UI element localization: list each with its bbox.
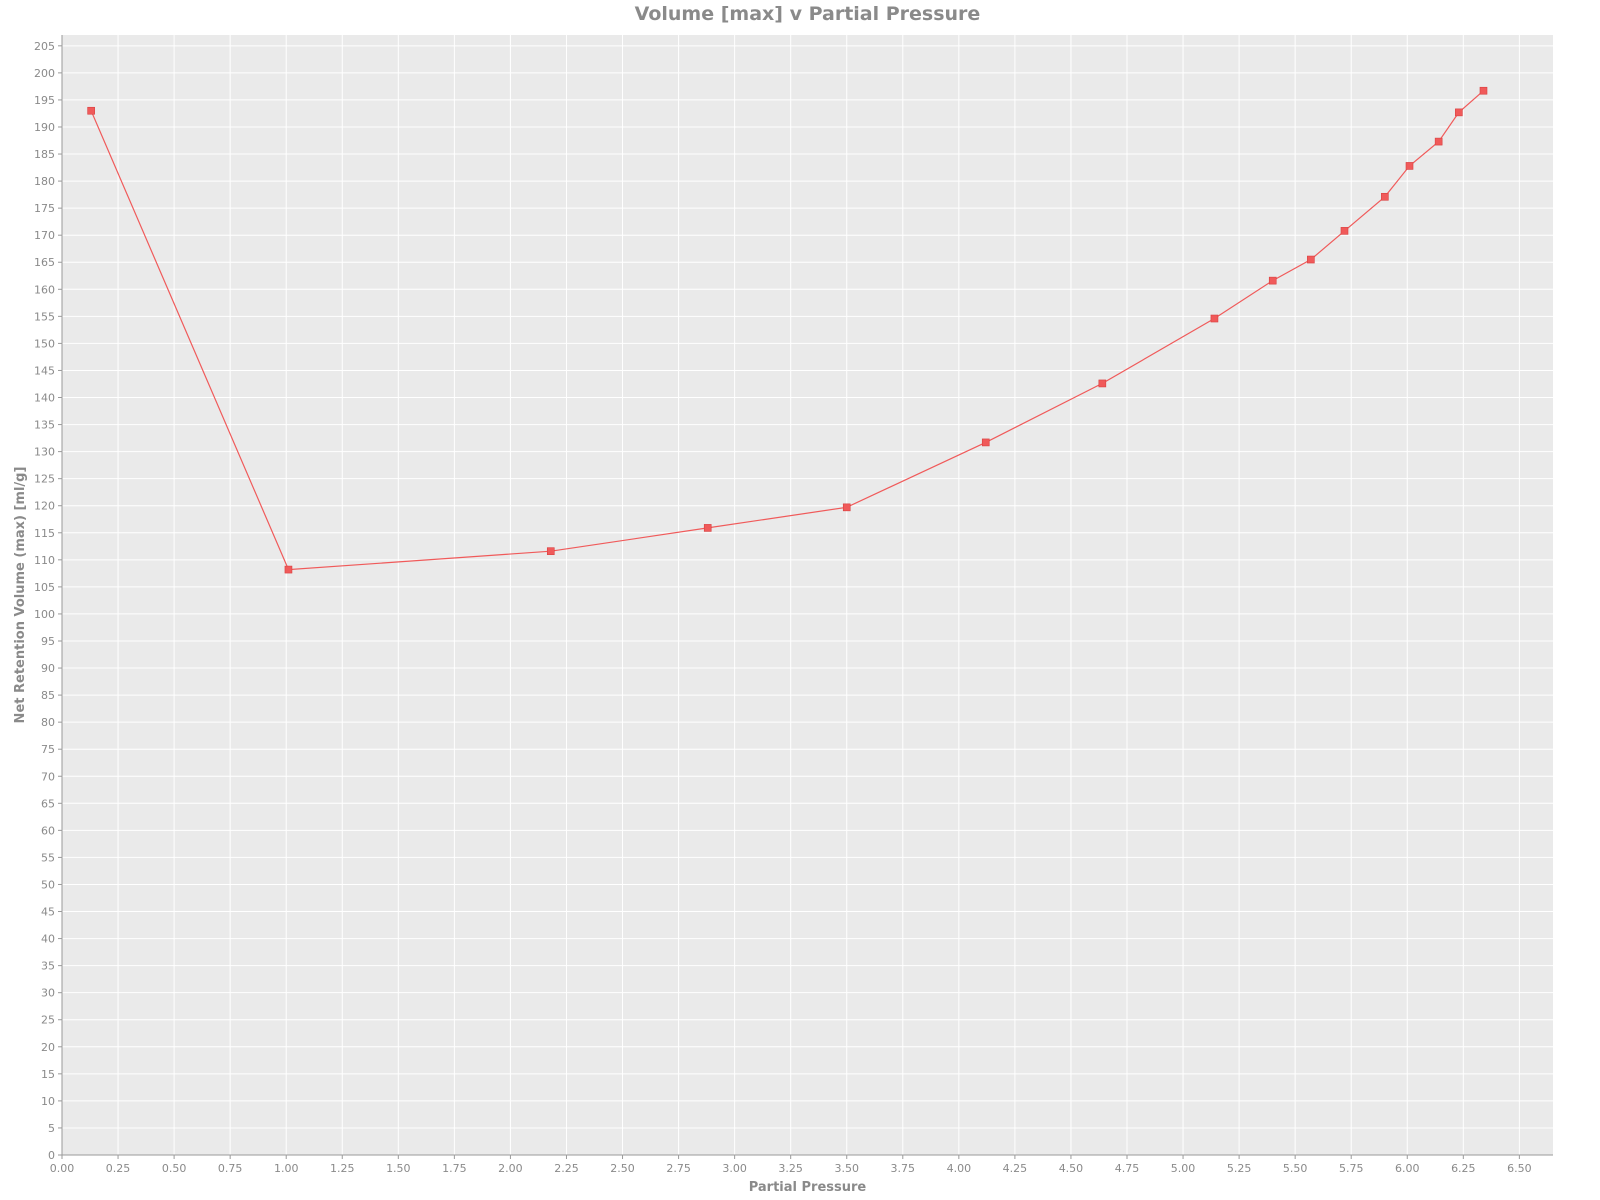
data-point (1268, 276, 1277, 285)
y-tick-label: 100 (34, 608, 55, 621)
data-point (1381, 192, 1389, 201)
data-point (703, 524, 712, 532)
x-tick-label: 0.75 (218, 1162, 243, 1175)
x-tick-label: 5.50 (1283, 1162, 1308, 1175)
x-tick-label: 1.75 (442, 1162, 467, 1175)
y-tick-label: 135 (34, 419, 55, 432)
y-tick-label: 95 (41, 635, 55, 648)
tick-layer: 0.00 0.25 0.50 0.75 1.00 1.25 1.50 1.75 2.00 2.25… (34, 35, 1553, 1175)
x-tick-label: 0.25 (106, 1162, 131, 1175)
x-tick-label: 5.25 (1227, 1162, 1252, 1175)
x-tick-label: 2.50 (610, 1162, 635, 1175)
y-axis-label: Net Retention Volume (max) [ml/g] (13, 467, 28, 724)
data-point (1307, 255, 1315, 264)
y-tick-label: 120 (34, 500, 55, 513)
y-tick-label: 50 (41, 878, 55, 891)
y-tick-label: 60 (41, 824, 55, 837)
y-tick-label: 30 (41, 987, 55, 1000)
x-tick-label: 0.50 (162, 1162, 187, 1175)
y-tick-label: 110 (34, 554, 55, 567)
series-line (90, 90, 1484, 571)
y-tick-label: 25 (41, 1014, 55, 1027)
y-tick-label: 80 (41, 716, 55, 729)
y-tick-label: 190 (34, 121, 55, 134)
data-point (546, 547, 555, 555)
x-tick-label: 0.00 (50, 1162, 75, 1175)
y-tick-label: 115 (34, 527, 55, 540)
x-axis-label: Partial Pressure (749, 1180, 867, 1195)
y-tick-label: 75 (41, 743, 55, 756)
y-tick-label: 155 (34, 310, 55, 323)
y-tick-label: 160 (34, 283, 55, 296)
y-tick-label: 150 (34, 337, 55, 350)
y-tick-label: 65 (41, 797, 55, 810)
x-tick-label: 1.50 (386, 1162, 411, 1175)
y-tick-label: 85 (41, 689, 55, 702)
chart-title: Volume [max] v Partial Pressure (635, 3, 981, 25)
y-tick-label: 145 (34, 364, 55, 377)
y-tick-label: 20 (41, 1041, 55, 1054)
y-tick-label: 130 (34, 446, 55, 459)
x-tick-label: 2.00 (498, 1162, 523, 1175)
grid-layer (61, 35, 1553, 1156)
y-tick-label: 45 (41, 906, 55, 919)
x-tick-label: 1.25 (330, 1162, 355, 1175)
y-tick-label: 90 (41, 662, 55, 675)
series-layer (87, 86, 1488, 574)
y-tick-label: 105 (34, 581, 55, 594)
y-tick-label: 185 (34, 148, 55, 161)
x-tick-label: 6.25 (1451, 1162, 1476, 1175)
x-tick-label: 4.75 (1115, 1162, 1140, 1175)
plot-area (62, 35, 1553, 1155)
y-tick-label: 140 (34, 392, 55, 405)
y-tick-label: 180 (34, 175, 55, 188)
y-tick-label: 55 (41, 851, 55, 864)
y-tick-label: 0 (48, 1149, 55, 1162)
x-tick-label: 2.75 (666, 1162, 691, 1175)
data-point (1210, 314, 1219, 323)
y-tick-label: 70 (41, 770, 55, 783)
data-point (1405, 162, 1414, 170)
data-point (1479, 86, 1488, 95)
x-tick-label: 4.50 (1059, 1162, 1084, 1175)
y-tick-label: 165 (34, 256, 55, 269)
data-point (981, 438, 990, 447)
y-tick-label: 5 (48, 1122, 55, 1135)
y-tick-label: 195 (34, 94, 55, 107)
data-point (842, 503, 851, 512)
y-tick-label: 15 (41, 1068, 55, 1081)
x-tick-label: 2.25 (554, 1162, 579, 1175)
data-point (1434, 137, 1443, 146)
x-tick-label: 1.00 (274, 1162, 299, 1175)
y-tick-label: 200 (34, 67, 55, 80)
x-tick-label: 5.75 (1339, 1162, 1364, 1175)
x-tick-label: 3.75 (891, 1162, 916, 1175)
x-tick-label: 3.00 (722, 1162, 747, 1175)
y-tick-label: 175 (34, 202, 55, 215)
y-tick-label: 35 (41, 960, 55, 973)
y-tick-label: 205 (34, 40, 55, 53)
data-point (1098, 379, 1107, 388)
data-point (1340, 227, 1349, 235)
y-tick-label: 40 (41, 933, 55, 946)
data-point (87, 106, 95, 115)
y-tick-label: 125 (34, 473, 55, 486)
x-tick-label: 5.00 (1171, 1162, 1196, 1175)
x-tick-label: 3.50 (834, 1162, 859, 1175)
y-tick-label: 10 (41, 1095, 55, 1108)
y-tick-label: 170 (34, 229, 55, 242)
x-tick-label: 6.50 (1507, 1162, 1532, 1175)
data-point (1455, 108, 1463, 117)
data-point (284, 565, 293, 574)
x-tick-label: 3.25 (778, 1162, 803, 1175)
x-tick-label: 4.00 (947, 1162, 972, 1175)
x-tick-label: 6.00 (1395, 1162, 1420, 1175)
x-tick-label: 4.25 (1003, 1162, 1028, 1175)
